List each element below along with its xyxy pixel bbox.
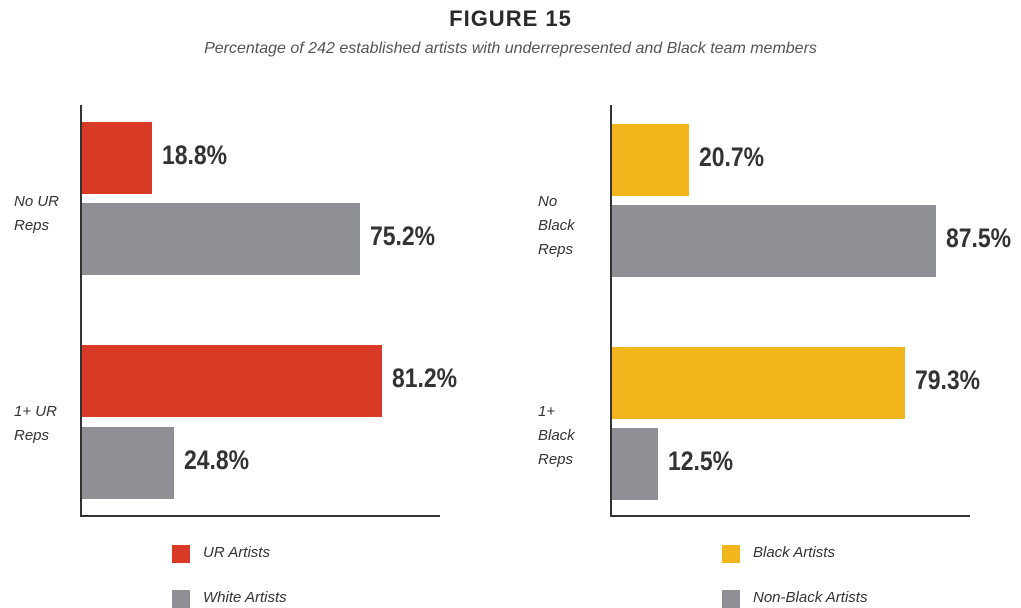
value-label: 81.2% [392,363,458,393]
legend-label: Non-Black Artists [753,589,868,606]
bar [612,428,659,500]
category-label: No UR Reps [14,193,60,234]
value-label: 12.5% [668,446,734,476]
x-axis-line [80,515,440,517]
legend-swatch [722,590,740,608]
legend-label: Black Artists [753,544,835,561]
y-axis-line [610,105,612,515]
legend-swatch [722,545,740,563]
bar [82,203,361,275]
figure-subtitle: Percentage of 242 established artists wi… [204,40,817,57]
legend-label: UR Artists [203,544,270,561]
figure-title: FIGURE 15 [449,6,572,31]
bar [612,347,906,419]
value-label: 20.7% [698,142,764,172]
x-axis-line [610,515,970,517]
bar [82,122,152,194]
value-label: 18.8% [161,140,227,170]
y-axis-line [80,105,82,515]
category-label: 1+ Black Reps [538,403,575,468]
value-label: 75.2% [370,221,436,251]
legend-swatch [172,590,190,608]
category-label: 1+ UR Reps [14,403,57,444]
bar [82,427,174,499]
bar [612,124,689,196]
bar [612,205,936,277]
value-label: 87.5% [945,223,1011,253]
value-label: 79.3% [915,365,981,395]
legend-swatch [172,545,190,563]
legend-label: White Artists [203,589,287,606]
category-label: No Black Reps [538,193,575,258]
bar [82,345,383,417]
value-label: 24.8% [183,445,249,475]
